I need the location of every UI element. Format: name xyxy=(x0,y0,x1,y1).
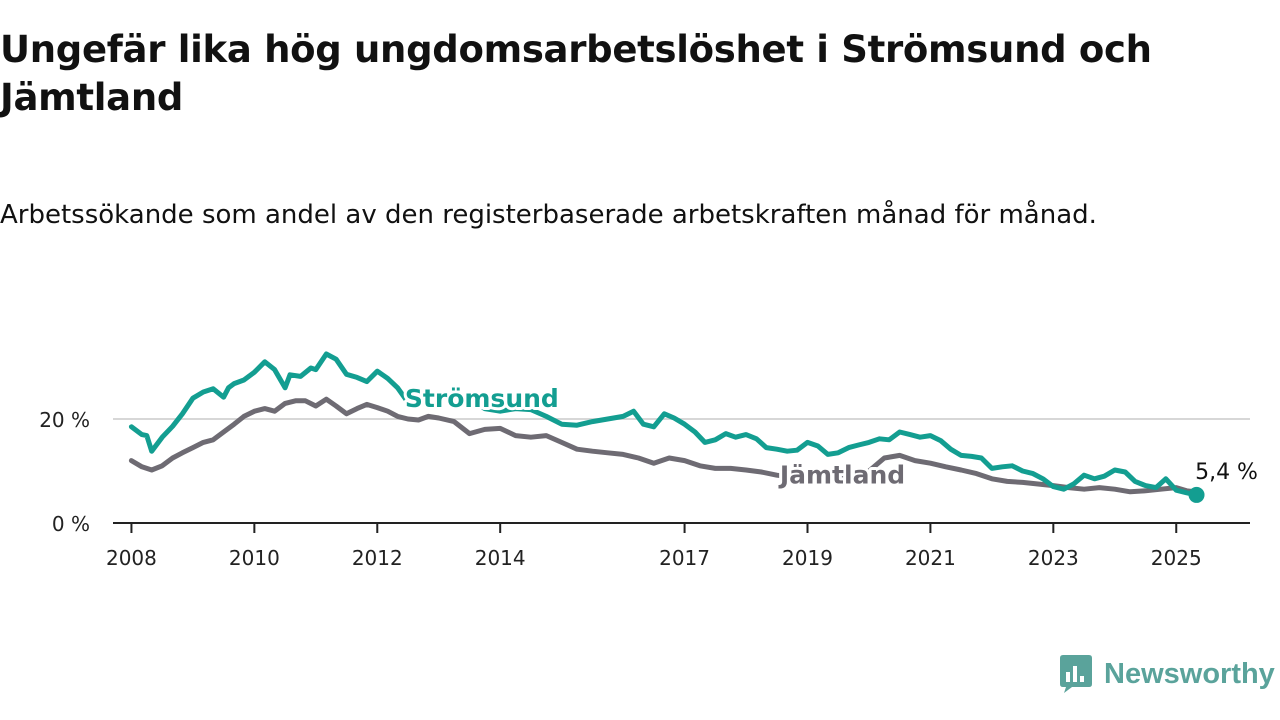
brand-name: Newsworthy xyxy=(1104,657,1275,690)
x-tick-label: 2021 xyxy=(905,546,956,570)
x-tick-label: 2025 xyxy=(1151,546,1202,570)
y-axis-tick-labels: 0 % 20 % xyxy=(39,408,90,536)
x-tick-label: 2019 xyxy=(782,546,833,570)
end-point-marker xyxy=(1188,486,1205,503)
chart-title: Ungefär lika hög ungdomsarbetslöshet i S… xyxy=(0,28,1152,119)
series-line-jamtland xyxy=(128,396,1199,495)
x-tick-label: 2010 xyxy=(229,546,280,570)
x-tick-label: 2023 xyxy=(1028,546,1079,570)
line-chart: 0 % 20 % 2008 2010 2012 2014 2017 2019 2021 2023… xyxy=(39,351,1258,570)
end-value-label: 5,4 % xyxy=(1195,460,1258,485)
x-tick-label: 2012 xyxy=(352,546,403,570)
y-tick-label: 20 % xyxy=(39,408,90,432)
newsworthy-logo-icon xyxy=(1060,655,1092,693)
brand-logo: Newsworthy xyxy=(1058,654,1275,694)
series-lines xyxy=(128,351,1199,498)
x-tick-label: 2017 xyxy=(659,546,710,570)
series-label-stromsund: Strömsund xyxy=(405,384,559,413)
chart-subtitle: Arbetssökande som andel av den registerb… xyxy=(0,200,1097,230)
x-tick-label: 2008 xyxy=(106,546,157,570)
x-axis-ticks: 2008 2010 2012 2014 2017 2019 2021 2023 2025 xyxy=(106,523,1202,570)
series-label-jamtland: Jämtland xyxy=(778,460,905,489)
x-tick-label: 2014 xyxy=(475,546,526,570)
series-line-stromsund xyxy=(128,351,1199,498)
y-tick-label: 0 % xyxy=(52,512,90,536)
